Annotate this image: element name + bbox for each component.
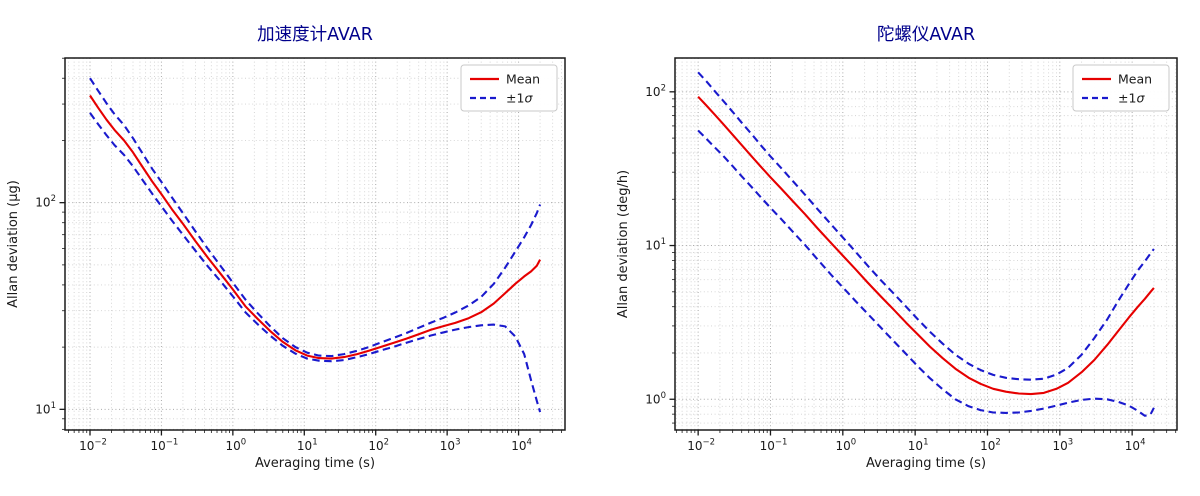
y-axis-label: Allan deviation (deg/h): [616, 170, 631, 318]
legend-label: Mean: [1118, 72, 1152, 87]
accelerometer-avar-plot: 10−2 10−1 100 101 102 103 104 101 102 Mean ±1σ 加速度计…: [6, 25, 566, 471]
legend-box: [1072, 64, 1170, 112]
curves: [89, 77, 542, 413]
chart-title: 加速度计AVAR: [257, 25, 373, 45]
plot-border: [64, 57, 566, 431]
x-tick-label: 101: [908, 438, 929, 454]
legend-label: Mean: [506, 72, 540, 87]
upper-sigma-line: [697, 71, 1155, 381]
x-axis-label: Averaging time (s): [866, 456, 986, 471]
legend-box: [460, 64, 558, 112]
x-tick-label: 100: [226, 438, 247, 454]
x-tick-label: 10−2: [79, 438, 107, 454]
accelerometer-avar-chart: 10−2 10−1 100 101 102 103 104 101 102 Mean ±1σ 加速度计…: [6, 25, 566, 471]
mean-line: [89, 94, 542, 360]
y-tick-label: 100: [645, 391, 666, 407]
tick-labels: 10−2 10−1 100 101 102 103 104 100 101 102: [645, 83, 1145, 453]
plot-area: [675, 58, 1177, 430]
x-tick-label: 103: [1052, 438, 1073, 454]
x-tick-label: 10−2: [687, 438, 715, 454]
x-tick-label: 104: [511, 438, 532, 454]
y-tick-label: 101: [645, 237, 666, 253]
lower-sigma-line: [89, 112, 542, 413]
gyroscope-avar-chart: 10−2 10−1 100 101 102 103 104 100 101 102 Mean ±1σ 陀…: [600, 0, 1200, 496]
mean-line: [697, 95, 1155, 396]
x-tick-label: 103: [440, 438, 461, 454]
curves: [697, 71, 1155, 417]
x-tick-label: 104: [1125, 438, 1146, 454]
x-tick-label: 102: [368, 438, 389, 454]
legend-label: ±1σ: [1118, 91, 1145, 106]
legend: Mean ±1σ: [1072, 64, 1170, 112]
y-axis-label: Allan deviation (μg): [6, 180, 21, 308]
plot-area: [65, 58, 565, 430]
x-tick-label: 10−1: [151, 438, 179, 454]
grid: [65, 57, 565, 430]
chart-title: 陀螺仪AVAR: [877, 25, 975, 45]
x-tick-label: 102: [980, 438, 1001, 454]
y-tick-label: 102: [645, 83, 666, 99]
y-tick-label: 101: [35, 401, 56, 417]
gyroscope-avar-plot: 10−2 10−1 100 101 102 103 104 100 101 102 Mean ±1σ 陀…: [616, 25, 1178, 471]
y-tick-label: 102: [35, 194, 56, 210]
lower-sigma-line: [697, 129, 1155, 417]
x-axis-label: Averaging time (s): [255, 456, 375, 471]
legend-label: ±1σ: [506, 91, 533, 106]
x-tick-label: 101: [297, 438, 318, 454]
grid: [675, 58, 1177, 430]
x-tick-label: 100: [835, 438, 856, 454]
legend: Mean ±1σ: [460, 64, 558, 112]
plot-border: [674, 57, 1178, 431]
x-tick-label: 10−1: [760, 438, 788, 454]
upper-sigma-line: [89, 77, 542, 358]
